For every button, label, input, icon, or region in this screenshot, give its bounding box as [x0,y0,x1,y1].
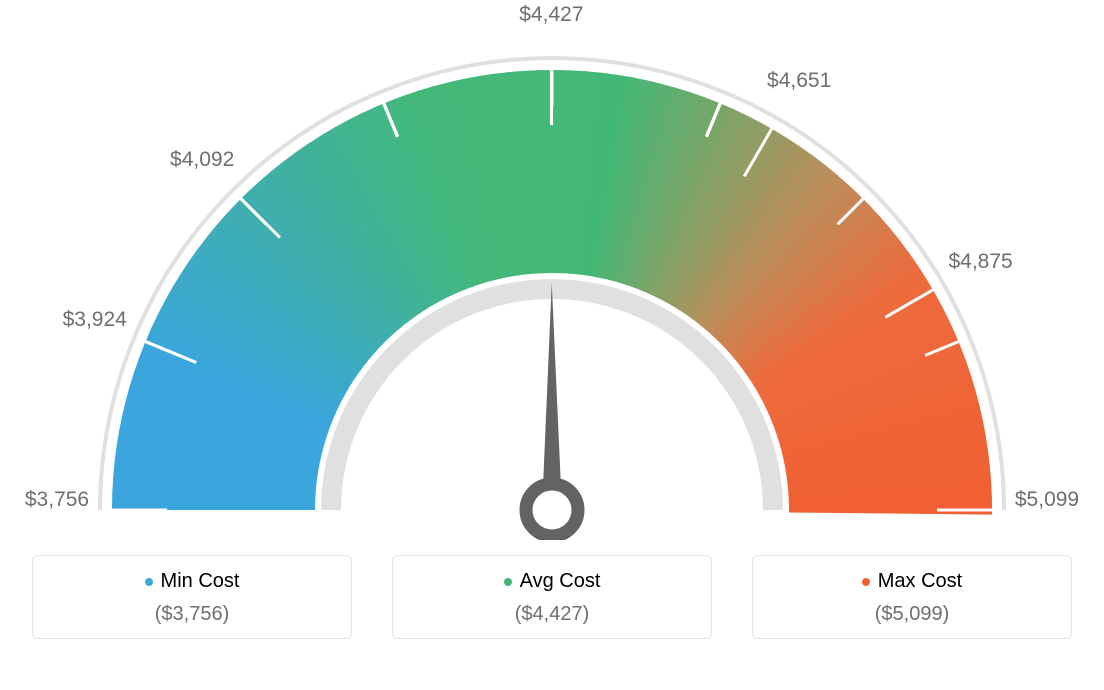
legend-card-min: Min Cost ($3,756) [32,555,352,639]
dot-icon [145,578,153,586]
legend-card-avg: Avg Cost ($4,427) [392,555,712,639]
gauge-tick-label: $4,875 [948,250,1012,274]
legend-title-min-text: Min Cost [161,570,240,593]
legend-title-min: Min Cost [145,570,240,593]
legend-title-avg-text: Avg Cost [520,570,601,593]
gauge-tick-label: $5,099 [1015,488,1079,512]
gauge-tick-label: $4,651 [767,69,831,93]
legend-title-max: Max Cost [862,570,962,593]
dot-icon [504,578,512,586]
legend-value-avg: ($4,427) [403,603,701,626]
legend-value-max: ($5,099) [763,603,1061,626]
gauge-tick-label: $4,092 [170,148,234,172]
legend-value-min: ($3,756) [43,603,341,626]
gauge-svg [0,0,1104,540]
legend-card-max: Max Cost ($5,099) [752,555,1072,639]
legend-title-avg: Avg Cost [504,570,601,593]
gauge-tick-label: $3,924 [63,308,127,332]
legend-title-max-text: Max Cost [878,570,962,593]
gauge-tick-label: $3,756 [25,488,89,512]
legend-row: Min Cost ($3,756) Avg Cost ($4,427) Max … [0,555,1104,639]
dot-icon [862,578,870,586]
gauge-chart: $3,756 $3,924 $4,092 $4,427 $4,651 $4,875 $5,0… [0,0,1104,530]
gauge-tick-label: $4,427 [519,3,583,27]
